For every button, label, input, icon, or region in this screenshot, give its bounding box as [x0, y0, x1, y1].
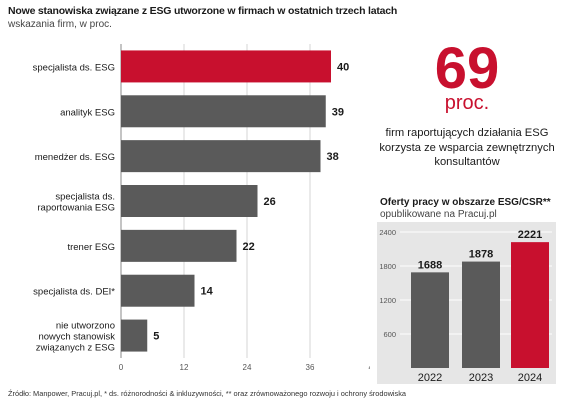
y-tick-label: 2400: [379, 228, 396, 237]
category-label: nie utworzono: [56, 321, 115, 332]
highlight-number: 69: [434, 36, 500, 101]
chart-subtitle: wskazania firm, w proc.: [8, 19, 112, 30]
bar: [411, 272, 449, 368]
bar: [462, 261, 500, 368]
x-tick-label: 0: [119, 363, 124, 372]
right-chart-subtitle: opublikowane na Pracuj.pl: [380, 209, 497, 220]
vertical-bar-chart: 600 1200 1800 2400 1688 2022 1878 2023 2221 2024: [377, 222, 556, 384]
horizontal-bar-chart: 40 specjalista ds. ESG 39 analityk ESG 38 men…: [33, 44, 370, 372]
y-tick-label: 1200: [379, 296, 396, 305]
highlight-caption: firm raportujących działania ESG korzyst…: [379, 127, 555, 168]
bar: [121, 319, 148, 352]
category-label: specjalista ds. DEI*: [33, 287, 115, 298]
category-label: raportowania ESG: [37, 203, 115, 214]
data-label: 26: [264, 196, 276, 208]
chart-title: Nowe stanowiska związane z ESG utworzone…: [8, 5, 398, 17]
bar: [511, 242, 549, 368]
category-label: specjalista ds.: [55, 192, 115, 203]
bar: [121, 274, 195, 307]
x-tick-label: 48: [369, 363, 370, 372]
y-tick-label: 600: [383, 330, 396, 339]
x-tick-label: 2023: [469, 372, 493, 384]
data-label: 40: [337, 61, 349, 73]
data-label: 1878: [469, 249, 493, 261]
highlight-unit: proc.: [444, 92, 490, 114]
x-tick-label: 2024: [518, 372, 542, 384]
bar: [121, 95, 326, 128]
bar: [121, 140, 321, 173]
right-chart-title: Oferty pracy w obszarze ESG/CSR**: [380, 197, 551, 208]
x-tick-label: 36: [306, 363, 315, 372]
x-tick-label: 2022: [418, 372, 442, 384]
category-label: analityk ESG: [60, 107, 115, 118]
data-label: 38: [327, 151, 339, 163]
data-label: 22: [243, 241, 255, 253]
data-label: 39: [332, 106, 344, 118]
category-label: specjalista ds. ESG: [33, 62, 115, 73]
y-tick-label: 1800: [379, 262, 396, 271]
source-note: Źródło: Manpower, Pracuj.pl, * ds. różno…: [8, 389, 407, 398]
category-label: menedżer ds. ESG: [35, 152, 115, 163]
data-label: 1688: [418, 259, 442, 271]
category-label: trener ESG: [67, 242, 115, 253]
category-label: związanych z ESG: [36, 343, 115, 354]
data-label: 2221: [518, 229, 542, 241]
x-tick-label: 24: [243, 363, 252, 372]
data-label: 5: [153, 331, 159, 343]
data-label: 14: [201, 286, 214, 298]
bar: [121, 50, 331, 83]
x-tick-label: 12: [180, 363, 189, 372]
bar: [121, 229, 237, 262]
bar: [121, 185, 258, 217]
category-label: nowych stanowisk: [38, 332, 115, 343]
